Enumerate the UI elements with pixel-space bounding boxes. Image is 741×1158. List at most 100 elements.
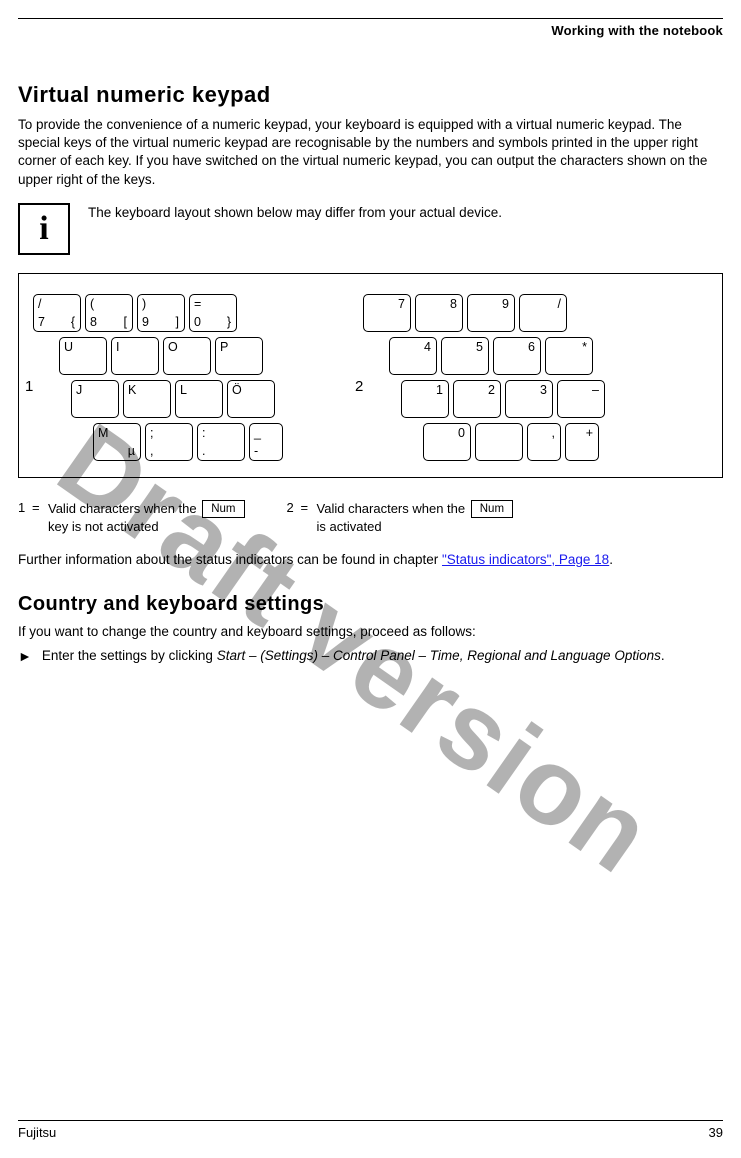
info-callout: i The keyboard layout shown below may di… bbox=[18, 203, 723, 255]
key-glyph: 8 bbox=[90, 315, 97, 329]
key-glyph: ) bbox=[142, 297, 146, 311]
key: )9] bbox=[137, 294, 185, 332]
legend-item-1: 1 = Valid characters when the Num key is… bbox=[18, 500, 247, 536]
key-row: Mµ;,:._- bbox=[33, 423, 283, 461]
key: (8 [ bbox=[85, 294, 133, 332]
footer-page-number: 39 bbox=[709, 1125, 723, 1140]
key-row: 0, + bbox=[363, 423, 605, 461]
key-row: 7 8 9 / bbox=[363, 294, 605, 332]
key: Ö bbox=[227, 380, 275, 418]
diagram-legend: 1 = Valid characters when the Num key is… bbox=[18, 500, 723, 536]
key: 0 bbox=[423, 423, 471, 461]
key-glyph: O bbox=[168, 340, 178, 354]
key: / 7 { bbox=[33, 294, 81, 332]
key-glyph: 7 bbox=[38, 315, 45, 329]
key-glyph: Ö bbox=[232, 383, 242, 397]
rule-bottom bbox=[18, 1120, 723, 1121]
key-glyph: * bbox=[582, 340, 587, 354]
heading-country-settings: Country and keyboard settings bbox=[18, 593, 723, 616]
key-glyph: L bbox=[180, 383, 187, 397]
key-glyph: / bbox=[558, 297, 561, 311]
key bbox=[475, 423, 523, 461]
key-glyph: - bbox=[254, 444, 258, 458]
key: U bbox=[59, 337, 107, 375]
further-info-paragraph: Further information about the status ind… bbox=[18, 552, 723, 567]
keyboard-diagram: 1 /7{(8[)9]=0}UIOPJKLÖMµ;,:._- 2 789/456… bbox=[18, 273, 723, 478]
key-row: 1 2 3 – bbox=[363, 380, 605, 418]
key: I bbox=[111, 337, 159, 375]
key: + bbox=[565, 423, 599, 461]
key-glyph: 1 bbox=[436, 383, 443, 397]
legend-1-number: 1 bbox=[18, 500, 32, 515]
footer-brand: Fujitsu bbox=[18, 1125, 56, 1140]
key-glyph: 9 bbox=[502, 297, 509, 311]
key-glyph: U bbox=[64, 340, 73, 354]
key-row: /7{(8[)9]=0} bbox=[33, 294, 283, 332]
key-glyph: 2 bbox=[488, 383, 495, 397]
key-glyph: 7 bbox=[398, 297, 405, 311]
key-glyph: } bbox=[227, 315, 231, 329]
key: 5 bbox=[441, 337, 489, 375]
step-post: . bbox=[661, 648, 665, 663]
key-row: UIOP bbox=[33, 337, 283, 375]
further-post: . bbox=[609, 552, 613, 567]
keyboard-left-half: 1 /7{(8[)9]=0}UIOPJKLÖMµ;,:._- bbox=[33, 294, 283, 461]
key: = 0} bbox=[189, 294, 237, 332]
key-glyph: / bbox=[38, 297, 41, 311]
keyboard-right-half: 2 789/456*123–0,+ bbox=[363, 294, 605, 461]
key: – bbox=[557, 380, 605, 418]
key-glyph: 0 bbox=[458, 426, 465, 440]
key: L bbox=[175, 380, 223, 418]
step-arrow-icon: ► bbox=[18, 647, 32, 665]
num-key-box: Num bbox=[471, 500, 513, 518]
key-row: JKLÖ bbox=[33, 380, 283, 418]
legend-2-pre: Valid characters when the bbox=[317, 501, 469, 516]
key-glyph: . bbox=[202, 444, 205, 458]
key: 9 bbox=[467, 294, 515, 332]
rule-top bbox=[18, 18, 723, 19]
key: :. bbox=[197, 423, 245, 461]
right-index-label: 2 bbox=[355, 378, 363, 395]
key: 1 bbox=[401, 380, 449, 418]
page-footer: Fujitsu 39 bbox=[18, 1120, 723, 1140]
key-glyph: { bbox=[71, 315, 75, 329]
info-text: The keyboard layout shown below may diff… bbox=[88, 203, 502, 220]
key: 6 bbox=[493, 337, 541, 375]
legend-2-text: Valid characters when the Num is activat… bbox=[317, 500, 516, 536]
key-glyph: µ bbox=[128, 444, 135, 458]
legend-1-pre: Valid characters when the bbox=[48, 501, 200, 516]
legend-1-post: key is not activated bbox=[48, 519, 159, 534]
key-glyph: = bbox=[194, 297, 201, 311]
key-glyph: : bbox=[202, 426, 205, 440]
country-lead: If you want to change the country and ke… bbox=[18, 624, 723, 639]
key-glyph: 9 bbox=[142, 315, 149, 329]
legend-item-2: 2 = Valid characters when the Num is act… bbox=[287, 500, 516, 536]
key-glyph: 8 bbox=[450, 297, 457, 311]
key: ;, bbox=[145, 423, 193, 461]
key: P bbox=[215, 337, 263, 375]
intro-paragraph: To provide the convenience of a numeric … bbox=[18, 116, 723, 189]
status-indicators-link[interactable]: "Status indicators", Page 18 bbox=[442, 552, 609, 567]
heading-virtual-keypad: Virtual numeric keypad bbox=[18, 82, 723, 108]
key: * bbox=[545, 337, 593, 375]
key-glyph: [ bbox=[124, 315, 127, 329]
key-glyph: – bbox=[592, 383, 599, 397]
key-glyph: M bbox=[98, 426, 108, 440]
running-title: Working with the notebook bbox=[18, 23, 723, 38]
key-glyph: 3 bbox=[540, 383, 547, 397]
key-glyph: I bbox=[116, 340, 119, 354]
legend-2-number: 2 bbox=[287, 500, 301, 515]
key: Mµ bbox=[93, 423, 141, 461]
step-menu-path: Start – (Settings) – Control Panel – Tim… bbox=[217, 648, 661, 663]
num-key-box: Num bbox=[202, 500, 244, 518]
key-glyph: ( bbox=[90, 297, 94, 311]
key-glyph: 6 bbox=[528, 340, 535, 354]
key-glyph: 0 bbox=[194, 315, 201, 329]
key: O bbox=[163, 337, 211, 375]
key-glyph: _ bbox=[254, 426, 261, 440]
legend-1-equals: = bbox=[32, 500, 48, 515]
key-glyph: , bbox=[552, 426, 555, 440]
info-icon: i bbox=[18, 203, 70, 255]
key: _- bbox=[249, 423, 283, 461]
left-index-label: 1 bbox=[25, 378, 33, 395]
